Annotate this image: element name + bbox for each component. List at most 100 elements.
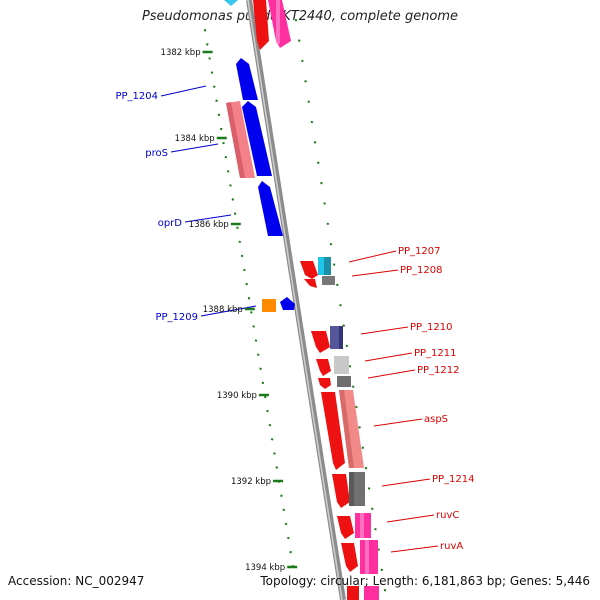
genome-backbone bbox=[246, 0, 346, 600]
gene-pp1204 bbox=[236, 58, 258, 100]
leader-line bbox=[348, 250, 397, 263]
tick-dot bbox=[236, 226, 239, 229]
outer-track-dot bbox=[339, 304, 342, 307]
tick-dot bbox=[222, 141, 225, 145]
tick-dot bbox=[210, 71, 214, 74]
tick-dot bbox=[213, 85, 216, 88]
gene-pp1208-gray bbox=[322, 276, 335, 285]
leader-line bbox=[381, 478, 431, 487]
gene-label: PP_1212 bbox=[417, 365, 460, 376]
gene-label: PP_1204 bbox=[115, 91, 158, 102]
outer-track-dot bbox=[294, 19, 298, 22]
gene-pp1209-orange bbox=[262, 299, 276, 312]
tick-dot bbox=[231, 198, 235, 201]
gene-pp1214-red bbox=[332, 474, 350, 508]
tick-label: 1386 kbp bbox=[189, 220, 229, 230]
gene-top-red bbox=[253, 0, 269, 50]
gene-pros-pink-shade bbox=[226, 102, 245, 178]
tick-track bbox=[203, 29, 295, 568]
outer-track-dot bbox=[351, 385, 355, 388]
leader-line bbox=[373, 418, 423, 427]
outer-track-dot bbox=[383, 589, 387, 592]
outer-track-dot bbox=[342, 324, 345, 327]
gene-features bbox=[226, 0, 379, 600]
tick-dot bbox=[229, 184, 232, 187]
tick-dot bbox=[268, 423, 272, 427]
outer-track-dot bbox=[380, 568, 384, 572]
gene-label: ruvA bbox=[440, 541, 463, 552]
gene-label: PP_1211 bbox=[414, 348, 457, 359]
gene-pp1207-red bbox=[300, 261, 318, 279]
tick-dot bbox=[226, 170, 230, 173]
tick-dot bbox=[252, 325, 255, 328]
outer-track-dot bbox=[364, 466, 368, 470]
gene-pp1209-blue bbox=[280, 297, 295, 310]
tick-dot bbox=[270, 438, 274, 441]
outer-track-dot bbox=[323, 202, 326, 205]
gene-pp1211-lightgray bbox=[334, 356, 349, 374]
leader-lines bbox=[160, 85, 439, 553]
tick-label: 1382 kbp bbox=[161, 48, 201, 58]
outer-track bbox=[294, 19, 387, 592]
gene-ruva-red bbox=[341, 543, 358, 572]
outer-track-dot bbox=[336, 283, 339, 287]
genome-summary-text: Topology: circular; Length: 6,181,863 bp… bbox=[260, 574, 590, 588]
outer-track-dot bbox=[310, 120, 314, 124]
leader-line bbox=[160, 85, 207, 97]
gene-pp1210-red bbox=[311, 331, 330, 353]
tick-dot bbox=[263, 395, 267, 399]
tick-dot bbox=[289, 550, 292, 554]
tick-dot bbox=[215, 99, 218, 102]
gene-ruvc-red bbox=[337, 516, 354, 539]
tick-label: 1388 kbp bbox=[203, 305, 243, 315]
tick-dot bbox=[287, 536, 290, 540]
outer-track-dot bbox=[355, 405, 358, 409]
leader-line bbox=[360, 326, 409, 335]
gene-pros bbox=[242, 101, 272, 176]
accession-text: Accession: NC_002947 bbox=[8, 574, 145, 588]
gene-label: PP_1214 bbox=[432, 474, 475, 485]
gene-pp1214-gray-shade bbox=[349, 472, 354, 506]
tick-dot bbox=[245, 282, 248, 286]
outer-track-dot bbox=[358, 426, 361, 429]
leader-line bbox=[200, 305, 257, 317]
tick-dot bbox=[259, 367, 262, 370]
leader-line bbox=[184, 214, 232, 223]
tick-label: 1394 kbp bbox=[245, 563, 285, 573]
gene-label: aspS bbox=[424, 414, 448, 425]
gene-bottom-pink bbox=[364, 586, 379, 600]
gene-pp1207-cyan bbox=[318, 257, 326, 275]
outer-track-dot bbox=[313, 141, 317, 144]
tick-label: 1384 kbp bbox=[175, 134, 215, 144]
leader-line bbox=[170, 143, 219, 153]
gene-ruva-pink-stripe bbox=[365, 540, 369, 574]
tick-dot bbox=[240, 254, 244, 258]
gene-label: proS bbox=[145, 148, 168, 159]
tick-dot bbox=[217, 113, 221, 117]
tick-dot bbox=[250, 311, 253, 314]
outer-track-dot bbox=[374, 527, 377, 531]
outer-track-dot bbox=[301, 59, 304, 63]
outer-track-dot bbox=[317, 161, 320, 164]
gene-label: PP_1209 bbox=[155, 312, 198, 323]
outer-track-dot bbox=[304, 80, 307, 83]
leader-line bbox=[390, 545, 439, 553]
gene-pp1210-purple-dark bbox=[339, 326, 343, 349]
gene-ruvc-pink-stripe bbox=[360, 513, 364, 538]
outer-track-dot bbox=[371, 507, 374, 511]
genome-backbone-highlight bbox=[247, 0, 343, 600]
tick-dot bbox=[266, 409, 269, 413]
tick-label: 1390 kbp bbox=[217, 391, 257, 401]
gene-cyan-fragment bbox=[224, 0, 238, 6]
tick-dot bbox=[273, 452, 276, 455]
outer-track-dot bbox=[332, 263, 336, 266]
gene-pp1212-red bbox=[318, 378, 331, 389]
gene-label: ruvC bbox=[436, 510, 459, 521]
outer-track-dot bbox=[307, 100, 310, 103]
gene-asps-red bbox=[321, 392, 345, 470]
tick-dot bbox=[206, 43, 209, 46]
tick-dot bbox=[257, 353, 260, 356]
tick-dot bbox=[233, 212, 237, 215]
